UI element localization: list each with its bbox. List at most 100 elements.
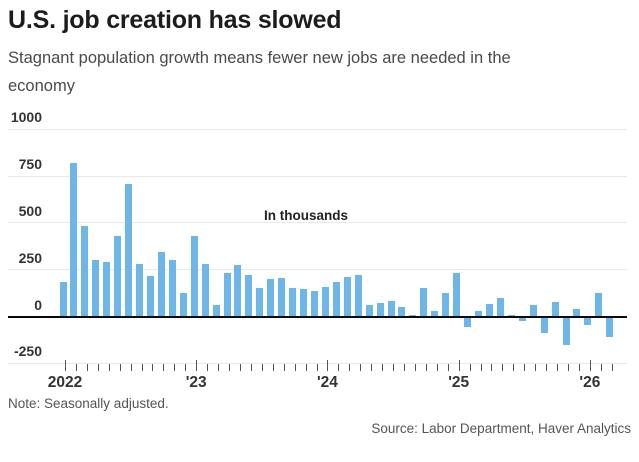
bar-mar-2025 — [475, 310, 483, 317]
bar-sep-2025 — [540, 316, 548, 334]
bar-oct-2023 — [289, 288, 297, 317]
bar-aug-2022 — [136, 264, 144, 317]
bar-aug-2025 — [529, 305, 537, 317]
gridline--250 — [8, 362, 627, 364]
bar-dec-2022 — [179, 293, 187, 317]
bar-apr-2024 — [354, 275, 362, 317]
bar-jan-2026 — [584, 316, 592, 325]
chart-title: U.S. job creation has slowed — [8, 6, 342, 34]
bar-nov-2024 — [431, 310, 439, 317]
month-tick — [294, 364, 296, 371]
bar-sep-2023 — [278, 278, 286, 317]
bar-oct-2022 — [157, 251, 165, 317]
bar-feb-2022 — [70, 162, 78, 317]
bar-nov-2022 — [168, 260, 176, 317]
bar-jul-2025 — [518, 316, 526, 322]
month-tick — [86, 364, 88, 371]
bar-apr-2023 — [223, 273, 231, 317]
bar-nov-2023 — [300, 289, 308, 317]
bar-feb-2025 — [464, 316, 472, 327]
bar-apr-2022 — [92, 260, 100, 317]
month-tick — [480, 364, 482, 371]
month-tick — [403, 364, 405, 371]
month-tick — [152, 364, 154, 371]
month-tick — [305, 364, 307, 371]
month-tick — [75, 364, 77, 371]
bar-mar-2024 — [343, 277, 351, 317]
year-tick — [589, 360, 591, 371]
month-tick — [546, 364, 548, 371]
bar-jan-2023 — [190, 236, 198, 317]
month-tick — [130, 364, 132, 371]
month-tick — [502, 364, 504, 371]
x-axis-year-label-23: '23 — [185, 374, 207, 391]
month-tick — [207, 364, 209, 371]
month-tick — [611, 364, 613, 371]
month-tick — [382, 364, 384, 371]
y-axis-label-750: 750 — [18, 156, 42, 173]
year-tick — [458, 360, 460, 371]
bar-jan-2025 — [453, 272, 461, 317]
bar-chart-plot: In thousands — [0, 100, 639, 395]
month-tick — [491, 364, 493, 371]
bar-may-2024 — [365, 305, 373, 317]
bar-oct-2024 — [420, 288, 428, 317]
bar-nov-2025 — [562, 316, 570, 345]
month-tick — [513, 364, 515, 371]
y-axis-label-0: 0 — [34, 296, 42, 313]
bar-feb-2026 — [595, 293, 603, 317]
month-tick — [218, 364, 220, 371]
month-tick — [108, 364, 110, 371]
month-tick — [436, 364, 438, 371]
bar-may-2022 — [103, 262, 111, 317]
y-axis-label-500: 500 — [18, 202, 42, 219]
zero-axis-line — [8, 315, 627, 318]
month-tick — [600, 364, 602, 371]
x-axis-year-label-26: '26 — [579, 374, 601, 391]
month-tick — [524, 364, 526, 371]
bar-apr-2025 — [485, 304, 493, 317]
month-tick — [349, 364, 351, 371]
month-tick — [229, 364, 231, 371]
month-tick — [163, 364, 165, 371]
month-tick — [414, 364, 416, 371]
month-tick — [568, 364, 569, 371]
month-tick — [425, 364, 427, 371]
bar-sep-2022 — [146, 276, 154, 317]
bar-feb-2023 — [201, 264, 209, 317]
chart-note: Note: Seasonally adjusted. — [8, 396, 169, 411]
bar-oct-2025 — [551, 302, 559, 317]
bar-jan-2022 — [59, 281, 67, 317]
gridline-250 — [8, 269, 627, 271]
bar-aug-2023 — [267, 279, 275, 317]
bar-dec-2024 — [442, 293, 450, 317]
chart-source: Source: Labor Department, Haver Analytic… — [371, 421, 631, 436]
month-tick — [371, 364, 373, 371]
x-axis-year-label-25: '25 — [448, 374, 470, 391]
bar-mar-2023 — [212, 305, 220, 317]
bar-aug-2024 — [398, 307, 406, 317]
year-tick — [327, 360, 329, 371]
bar-dec-2023 — [311, 291, 318, 317]
x-axis-year-label-24: '24 — [316, 374, 338, 391]
bar-jun-2022 — [114, 236, 122, 317]
bar-jun-2024 — [376, 303, 384, 317]
bar-jul-2022 — [125, 183, 133, 317]
month-tick — [261, 364, 263, 371]
month-tick — [174, 364, 176, 371]
y-axis-label--250: -250 — [13, 343, 42, 360]
month-tick — [578, 364, 580, 371]
bar-may-2025 — [496, 297, 504, 317]
month-tick — [316, 364, 318, 371]
month-tick — [239, 364, 241, 371]
month-tick — [393, 364, 395, 371]
month-tick — [283, 364, 285, 371]
gridline-500 — [8, 222, 627, 224]
year-tick — [65, 360, 66, 371]
month-tick — [469, 364, 471, 371]
chart-subtitle: Stagnant population growth means fewer n… — [8, 49, 511, 95]
bar-jul-2024 — [387, 300, 395, 317]
month-tick — [97, 364, 99, 371]
month-tick — [141, 364, 143, 371]
month-tick — [272, 364, 274, 371]
